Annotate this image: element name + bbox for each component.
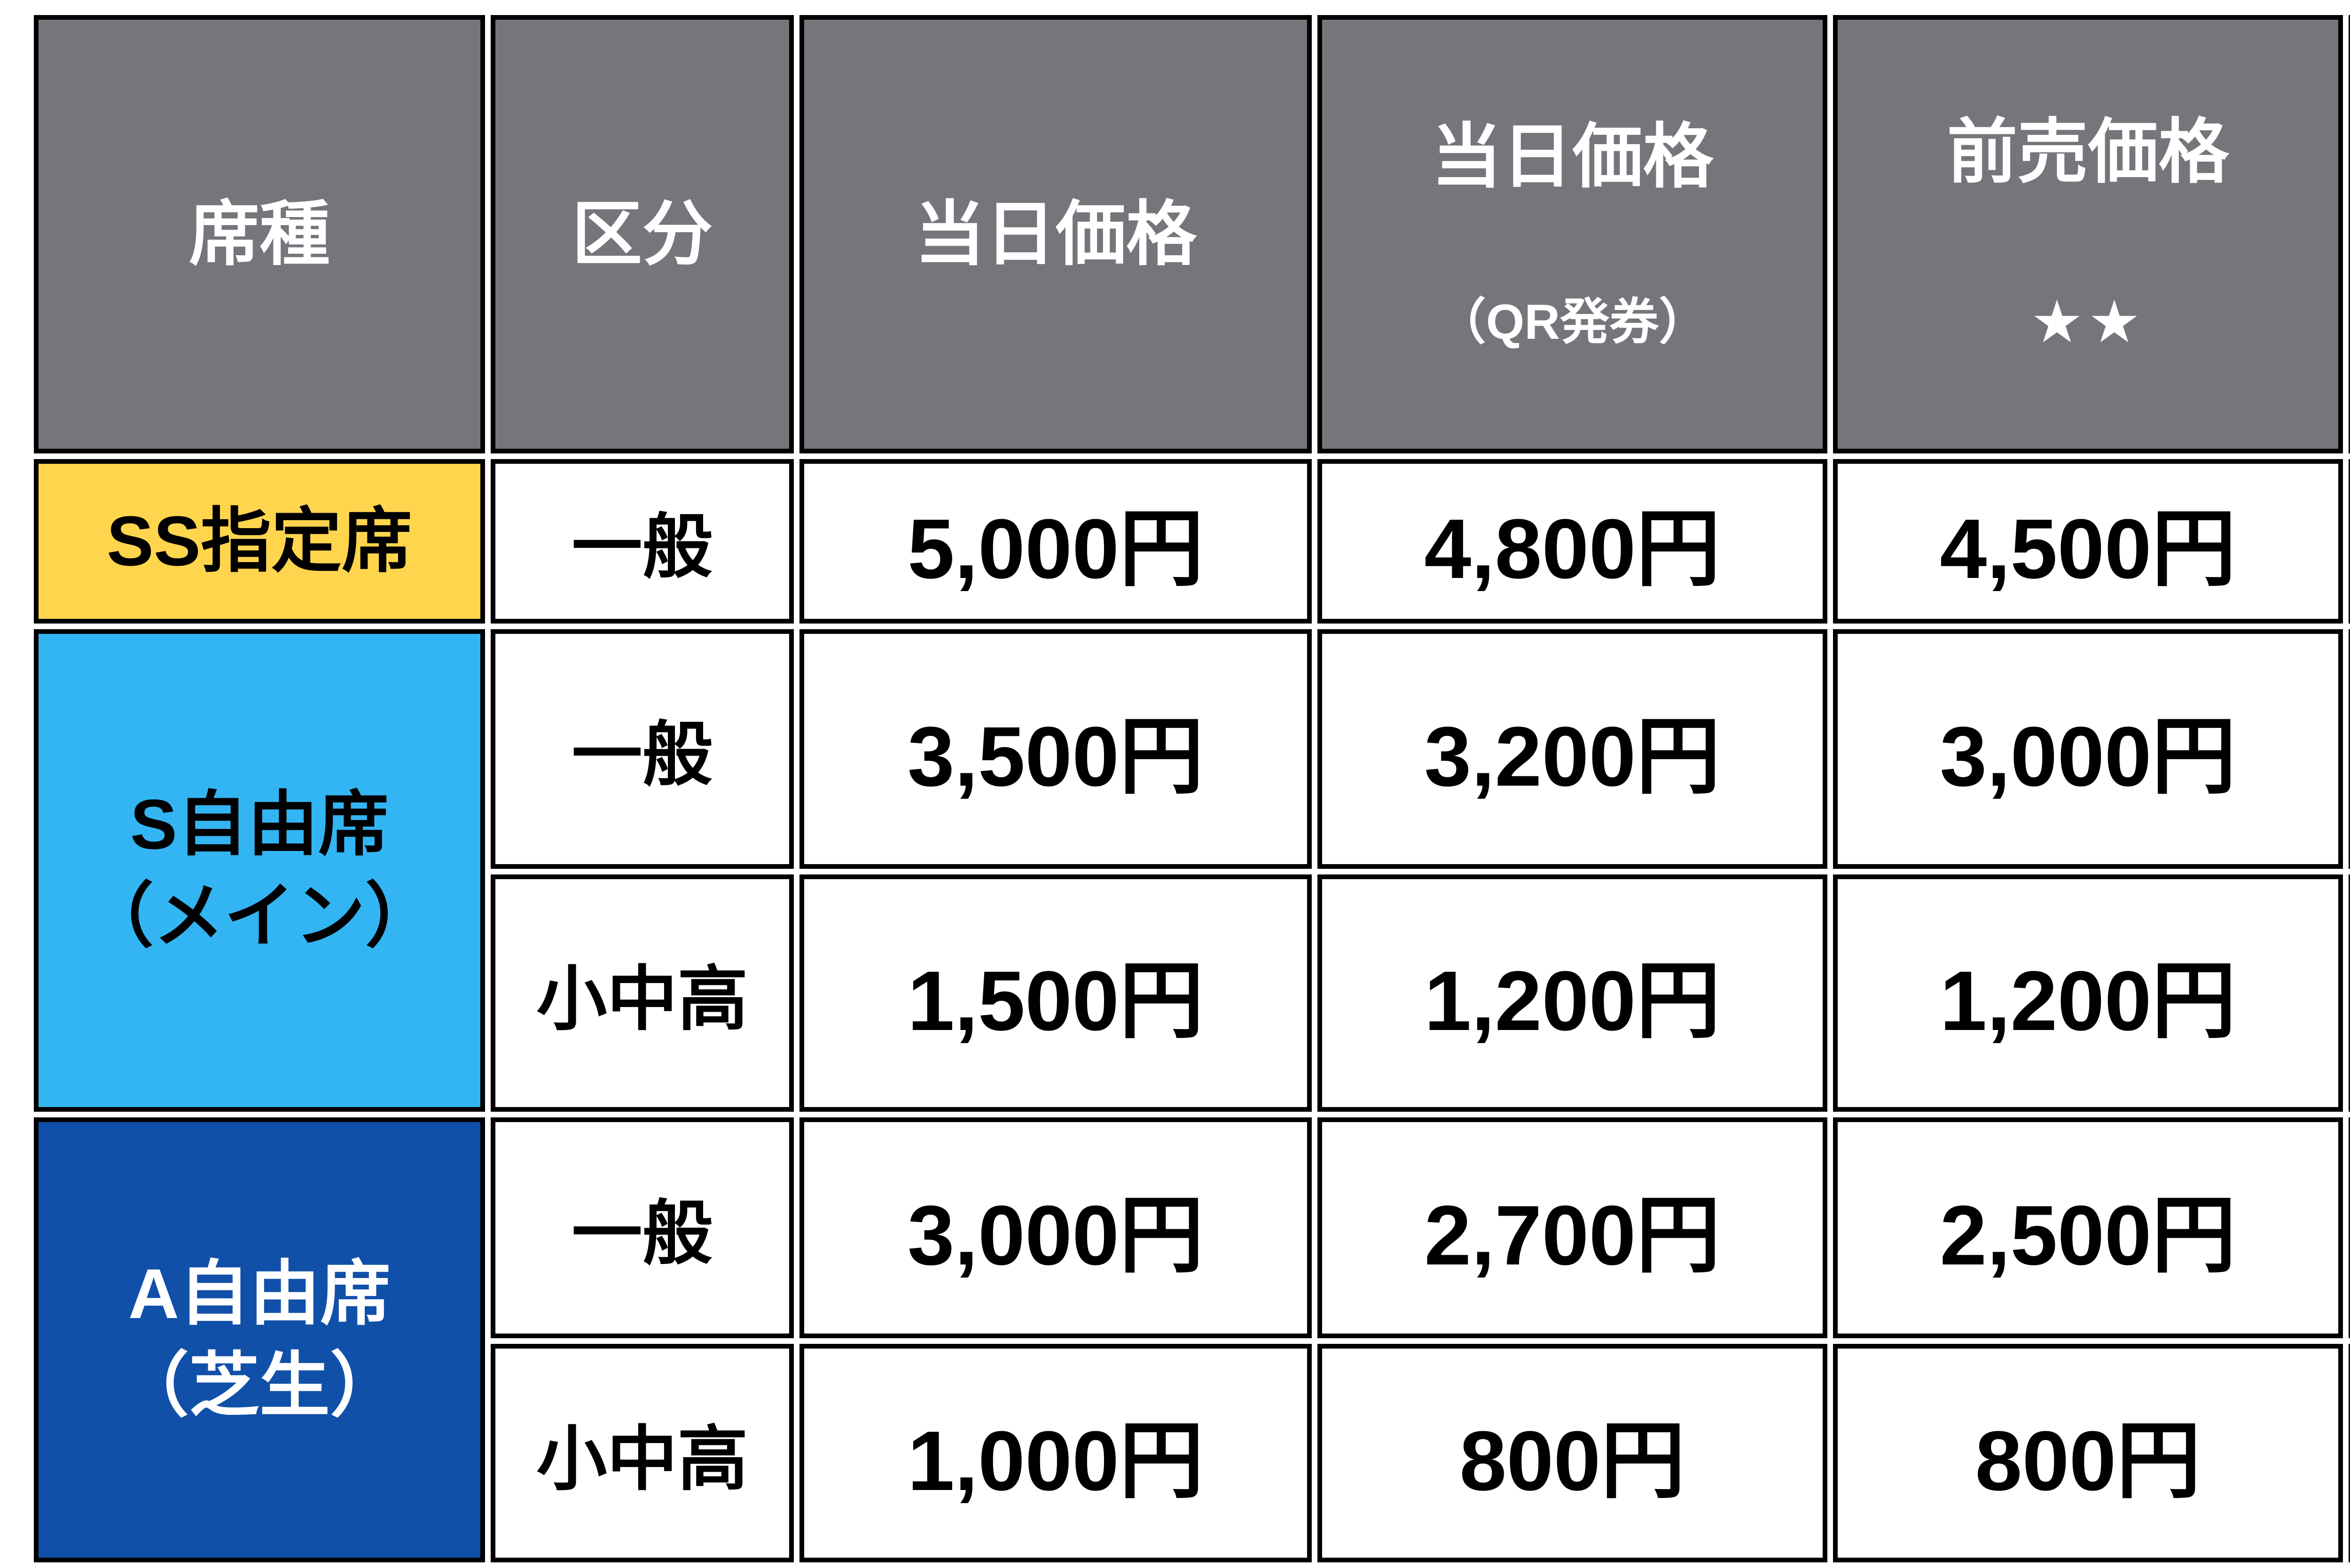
table-row-s-general: S自由席 （メイン） 一般 3,500円 3,200円 3,000円 2,800… (34, 629, 2350, 1112)
header-advance-price-1star: 前売価格 ★ (2349, 15, 2350, 453)
header-seat-type: 席種 (34, 15, 485, 453)
price-cell-advance-2star: 3,000円 (1833, 629, 2343, 869)
category-cell: 一般 (491, 629, 794, 869)
two-star-icon: ★★ (2030, 289, 2146, 355)
table-row-ss-general: SS指定席 一般 5,000円 4,800円 4,500円 3,500円 (34, 459, 2350, 624)
table-row-s-student: 小中高 1,500円 1,200円 1,200円 1,000円 (34, 874, 2350, 1112)
price-cell-advance-2star: 2,500円 (1833, 1117, 2343, 1338)
header-same-day-price-qr-subtitle: （QR発券） (1436, 294, 1708, 350)
price-cell-advance-1star: 2,800円 (2349, 629, 2350, 869)
price-cell-advance-1star: 2,200円 (2349, 1117, 2350, 1338)
header-advance-price-2star: 前売価格 ★★ (1833, 15, 2343, 453)
price-cell-same-day-qr: 800円 (1317, 1343, 1827, 1562)
price-cell-same-day: 3,500円 (799, 629, 1312, 869)
price-cell-same-day: 5,000円 (799, 459, 1312, 624)
header-row: 席種 区分 当日価格 当日価格 （QR発券） 前売価格 ★★ 前売価格 ★ (34, 15, 2350, 453)
price-cell-advance-2star: 4,500円 (1833, 459, 2343, 624)
price-cell-advance-1star: 3,500円 (2349, 459, 2350, 624)
price-table: 席種 区分 当日価格 当日価格 （QR発券） 前売価格 ★★ 前売価格 ★ SS… (28, 9, 2350, 1568)
price-cell-same-day-qr: 1,200円 (1317, 874, 1827, 1112)
table-row-a-general: A自由席 （芝生） 一般 3,000円 2,700円 2,500円 2,200円 (34, 1117, 2350, 1562)
price-cell-same-day: 3,000円 (799, 1117, 1312, 1338)
price-cell-advance-2star: 800円 (1833, 1343, 2343, 1562)
price-cell-same-day-qr: 3,200円 (1317, 629, 1827, 869)
price-cell-same-day-qr: 4,800円 (1317, 459, 1827, 624)
price-cell-same-day: 1,000円 (799, 1343, 1312, 1562)
header-advance-price-2star-title: 前売価格 (1947, 112, 2229, 191)
price-cell-same-day-qr: 2,700円 (1317, 1117, 1827, 1338)
price-cell-same-day: 1,500円 (799, 874, 1312, 1112)
header-same-day-price-qr: 当日価格 （QR発券） (1317, 15, 1827, 453)
header-same-day-price: 当日価格 (799, 15, 1312, 453)
category-cell: 一般 (491, 459, 794, 624)
price-cell-advance-2star: 1,200円 (1833, 874, 2343, 1112)
category-cell: 小中高 (491, 874, 794, 1112)
category-cell: 一般 (491, 1117, 794, 1338)
seat-cell-s-free-main: S自由席 （メイン） (34, 629, 485, 1112)
seat-cell-ss-reserved: SS指定席 (34, 459, 485, 624)
header-same-day-price-qr-title: 当日価格 (1431, 117, 1714, 196)
price-cell-advance-1star: 1,000円 (2349, 874, 2350, 1112)
seat-cell-a-free-lawn: A自由席 （芝生） (34, 1117, 485, 1562)
header-category: 区分 (491, 15, 794, 453)
category-cell: 小中高 (491, 1343, 794, 1562)
